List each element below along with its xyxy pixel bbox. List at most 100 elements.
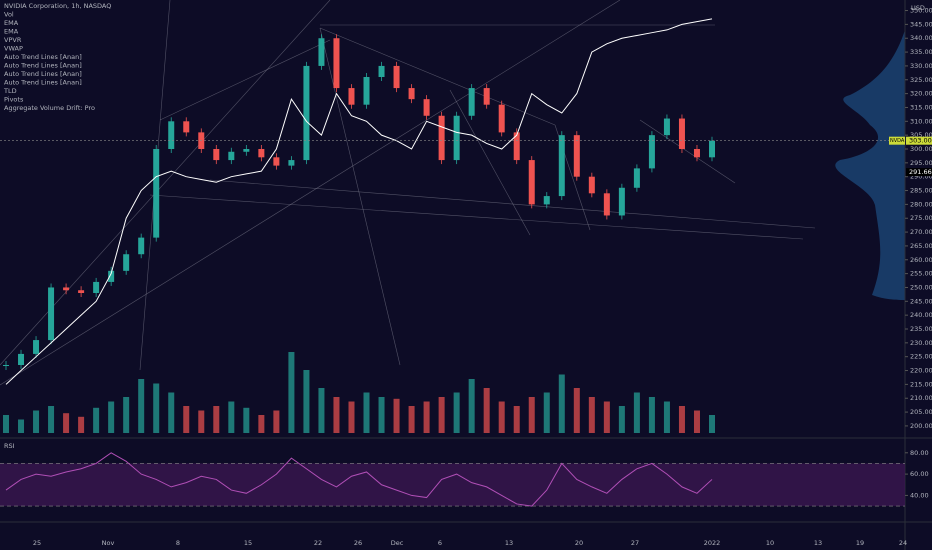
y-tick-label: 315.00 bbox=[910, 103, 932, 111]
candle-body bbox=[258, 149, 265, 158]
candle-body bbox=[318, 38, 325, 66]
chart-title: NVIDIA Corporation, 1h, NASDAQ bbox=[4, 2, 111, 10]
volume-bar bbox=[63, 413, 70, 433]
volume-bar bbox=[348, 401, 355, 433]
volume-bar bbox=[363, 392, 370, 433]
y-tick-label: 265.00 bbox=[910, 242, 932, 250]
volume-bar bbox=[138, 379, 145, 433]
x-tick-label: 6 bbox=[438, 539, 442, 547]
volume-bar bbox=[408, 406, 415, 433]
volume-profile bbox=[835, 30, 905, 300]
volume-bar bbox=[228, 401, 235, 433]
candle-body bbox=[678, 118, 685, 149]
rsi-band bbox=[0, 463, 905, 507]
candle-body bbox=[288, 160, 295, 166]
candle-body bbox=[33, 340, 40, 354]
x-tick-label: 27 bbox=[631, 539, 639, 547]
volume-bar bbox=[123, 397, 130, 433]
volume-bar bbox=[3, 415, 9, 433]
candle-body bbox=[93, 281, 100, 293]
last-price-box bbox=[906, 136, 932, 145]
candle-body bbox=[438, 115, 445, 161]
y-tick-label: 240.00 bbox=[910, 311, 932, 319]
candle-body bbox=[663, 118, 670, 136]
volume-bar bbox=[258, 415, 265, 433]
x-tick-label: Nov bbox=[102, 539, 115, 547]
volume-bar bbox=[528, 397, 535, 433]
indicator-label: Auto Trend Lines [Anan] bbox=[4, 70, 82, 78]
candle-body bbox=[228, 151, 235, 161]
rsi-line bbox=[5, 452, 713, 507]
indicator-label: EMA bbox=[4, 28, 19, 36]
y-tick-label: 210.00 bbox=[910, 394, 932, 402]
symbol-tag: NVDA bbox=[890, 138, 905, 144]
volume-bar bbox=[513, 406, 520, 433]
volume-bar bbox=[483, 388, 490, 433]
indicator-label: Vol bbox=[4, 11, 14, 19]
y-tick-label: 345.00 bbox=[910, 20, 932, 28]
candle-body bbox=[348, 88, 355, 105]
y-tick-label: 305.00 bbox=[910, 131, 932, 139]
indicator-label: EMA bbox=[4, 19, 19, 27]
volume-bar bbox=[603, 401, 610, 433]
volume-bar bbox=[243, 407, 250, 433]
candle-body bbox=[633, 168, 640, 188]
volume-bar bbox=[93, 407, 100, 433]
candle-body bbox=[498, 104, 505, 133]
volume-bar bbox=[678, 406, 685, 433]
candle-body bbox=[153, 149, 160, 238]
candle-body bbox=[108, 270, 115, 282]
x-tick-label: 26 bbox=[354, 539, 362, 547]
candle-body bbox=[693, 149, 700, 158]
y-tick-label: 245.00 bbox=[910, 297, 932, 305]
volume-bar bbox=[693, 410, 700, 433]
rsi-tick-label: 80.00 bbox=[910, 449, 929, 457]
candle-body bbox=[123, 254, 130, 271]
candle-body bbox=[513, 132, 520, 161]
indicator-label: Aggregate Volume Drift: Pro bbox=[4, 104, 95, 112]
volume-bar bbox=[633, 392, 640, 433]
volume-bar bbox=[168, 392, 175, 433]
y-tick-label: 270.00 bbox=[910, 228, 932, 236]
volume-bar bbox=[153, 383, 160, 433]
y-tick-label: 205.00 bbox=[910, 408, 932, 416]
candle-body bbox=[483, 88, 490, 105]
volume-bar bbox=[438, 397, 445, 433]
rsi-tick-label: 60.00 bbox=[910, 470, 929, 478]
candle-body bbox=[573, 135, 580, 177]
y-tick-label: 280.00 bbox=[910, 200, 932, 208]
volume-bar bbox=[423, 401, 430, 433]
volume-bar bbox=[468, 379, 475, 433]
candle-body bbox=[363, 77, 370, 105]
x-tick-label: 24 bbox=[899, 539, 907, 547]
y-tick-label: 225.00 bbox=[910, 353, 932, 361]
x-tick-label: Dec bbox=[391, 539, 404, 547]
y-tick-label: 335.00 bbox=[910, 48, 932, 56]
volume-bar bbox=[588, 397, 595, 433]
candle-body bbox=[378, 65, 385, 77]
volume-bar bbox=[453, 392, 460, 433]
candle-body bbox=[78, 290, 85, 293]
y-tick-label: 220.00 bbox=[910, 367, 932, 375]
volume-bar bbox=[543, 392, 550, 433]
x-tick-label: 25 bbox=[33, 539, 41, 547]
y-tick-label: 350.00 bbox=[910, 7, 932, 15]
candle-body bbox=[3, 365, 9, 366]
volume-bar bbox=[378, 397, 385, 433]
volume-bar bbox=[33, 410, 40, 433]
candle-body bbox=[243, 149, 250, 152]
candle-body bbox=[528, 160, 535, 205]
volume-bar bbox=[618, 406, 625, 433]
volume-bar bbox=[318, 388, 325, 433]
indicator-label: VWAP bbox=[4, 45, 23, 53]
volume-bar bbox=[48, 406, 55, 433]
x-tick-label: 19 bbox=[856, 539, 864, 547]
volume-bar bbox=[333, 397, 340, 433]
candle-body bbox=[168, 121, 175, 149]
indicator-label: Auto Trend Lines [Anan] bbox=[4, 53, 82, 61]
candle-body bbox=[393, 65, 400, 89]
candle-body bbox=[273, 157, 280, 166]
rsi-title: RSI bbox=[4, 442, 15, 450]
candle-body bbox=[603, 193, 610, 216]
